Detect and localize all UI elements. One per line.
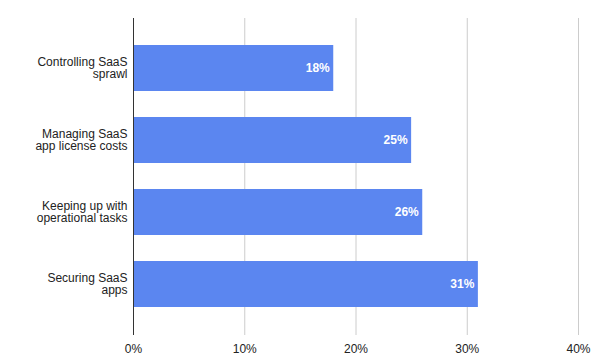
- svg-text:40%: 40%: [566, 342, 590, 356]
- svg-text:18%: 18%: [306, 61, 330, 75]
- svg-text:20%: 20%: [344, 342, 368, 356]
- svg-text:25%: 25%: [384, 133, 408, 147]
- svg-text:Managing SaaSapp license costs: Managing SaaSapp license costs: [35, 127, 127, 153]
- svg-text:Keeping up withoperational tas: Keeping up withoperational tasks: [37, 199, 128, 225]
- svg-text:Securing SaaSapps: Securing SaaSapps: [47, 271, 127, 297]
- svg-text:0%: 0%: [125, 342, 143, 356]
- svg-text:10%: 10%: [233, 342, 257, 356]
- svg-text:Controlling SaaSsprawl: Controlling SaaSsprawl: [37, 55, 127, 81]
- svg-text:26%: 26%: [395, 205, 419, 219]
- svg-text:30%: 30%: [455, 342, 479, 356]
- svg-text:31%: 31%: [450, 277, 474, 291]
